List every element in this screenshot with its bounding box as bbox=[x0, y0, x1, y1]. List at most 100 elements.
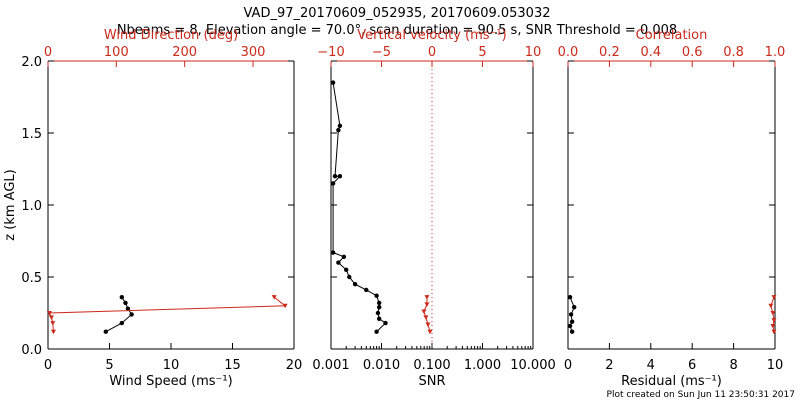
y-tick-label: 0.5 bbox=[21, 271, 42, 286]
data-point bbox=[375, 310, 381, 316]
x-tick-label: 4 bbox=[647, 358, 655, 373]
top-tick-label: −10 bbox=[317, 45, 344, 60]
y-tick-label: 1.5 bbox=[21, 127, 42, 142]
data-point bbox=[424, 295, 430, 300]
top-tick-label: 10 bbox=[525, 45, 542, 60]
x-tick-label: 10 bbox=[767, 358, 784, 373]
x-axis-label: SNR bbox=[418, 374, 445, 389]
data-point bbox=[337, 123, 343, 128]
data-point bbox=[123, 300, 128, 306]
data-point bbox=[271, 295, 277, 300]
plot-created-note: Plot created on Sun Jun 11 23:50:31 2017 bbox=[607, 390, 795, 400]
top-tick-label: 5 bbox=[478, 45, 486, 60]
data-point bbox=[770, 311, 776, 316]
data-point bbox=[330, 181, 336, 186]
data-point bbox=[364, 287, 369, 293]
panel-snr: 0.001 0.010 0.100 1.000 10.000 SNR −10 −5 0 5 10 Ve… bbox=[312, 28, 555, 389]
data-point bbox=[427, 329, 433, 335]
top-axis-label: Wind Direction (deg) bbox=[104, 28, 238, 43]
top-tick-label: 0.6 bbox=[682, 45, 703, 60]
data-point bbox=[344, 267, 349, 272]
x-tick-label: 10.000 bbox=[510, 358, 556, 373]
x-tick-label: 8 bbox=[729, 358, 737, 373]
data-point bbox=[376, 300, 382, 306]
x-tick-label: 0 bbox=[44, 358, 52, 373]
data-point bbox=[129, 312, 134, 317]
figure-title: VAD_97_20170609_052935, 20170609.053032 bbox=[244, 6, 551, 21]
x-tick-label: 2 bbox=[605, 358, 613, 373]
x-tick-label: 15 bbox=[224, 358, 241, 373]
top-tick-label: 1.0 bbox=[765, 45, 786, 60]
data-point bbox=[50, 321, 56, 326]
x-tick-label: 0.100 bbox=[413, 358, 450, 373]
top-tick-label: 100 bbox=[104, 45, 129, 60]
top-axis-label: Vertical velocity (ms⁻¹) bbox=[357, 28, 506, 43]
top-tick-label: 200 bbox=[172, 45, 197, 60]
data-point bbox=[119, 320, 125, 326]
x-tick-label: 5 bbox=[105, 358, 113, 373]
series-line-1 bbox=[423, 297, 431, 332]
top-tick-label: 0.4 bbox=[640, 45, 661, 60]
data-point bbox=[48, 315, 54, 320]
top-tick-label: 300 bbox=[241, 45, 266, 60]
data-point bbox=[352, 282, 358, 287]
data-point bbox=[376, 316, 382, 321]
data-point bbox=[336, 260, 341, 265]
data-point bbox=[46, 311, 52, 316]
series-line-1 bbox=[48, 296, 287, 332]
top-tick-label: 0.2 bbox=[599, 45, 620, 60]
x-tick-label: 20 bbox=[286, 358, 303, 373]
data-point bbox=[572, 305, 577, 310]
y-tick-label: 2.0 bbox=[21, 55, 42, 70]
top-tick-label: 0 bbox=[428, 45, 436, 60]
data-point bbox=[336, 127, 341, 133]
data-point bbox=[423, 315, 429, 320]
data-point bbox=[282, 303, 288, 309]
panel-wind: 0 5 10 15 20 Wind Speed (ms⁻¹) 0 100 200 300Wind … bbox=[3, 28, 302, 389]
y-tick-label: 1.0 bbox=[21, 199, 42, 214]
data-point bbox=[768, 303, 774, 309]
data-point bbox=[421, 309, 427, 315]
data-point bbox=[337, 174, 343, 179]
data-point bbox=[330, 80, 336, 85]
data-point bbox=[771, 295, 777, 300]
x-tick-label: 6 bbox=[688, 358, 696, 373]
data-point bbox=[771, 318, 777, 323]
y-tick-label: 0.0 bbox=[21, 343, 42, 358]
x-tick-label: 0.010 bbox=[363, 358, 400, 373]
data-point bbox=[425, 322, 431, 328]
data-point bbox=[330, 250, 336, 255]
data-point bbox=[374, 329, 379, 334]
figure-subtitle: Nbeams = 8, Elevation angle = 70.0°, sca… bbox=[117, 23, 677, 38]
data-point bbox=[770, 323, 776, 329]
top-tick-label: −5 bbox=[372, 45, 391, 60]
data-point bbox=[103, 329, 109, 334]
data-point bbox=[771, 329, 777, 335]
data-point bbox=[567, 294, 573, 300]
panel-resid: 0 2 4 6 8 10 Residual (ms⁻¹) 0.0 0.2 0.4 0.6 0.8 1.0… bbox=[558, 28, 786, 389]
data-point bbox=[567, 323, 573, 329]
data-point bbox=[341, 254, 347, 260]
x-tick-label: 0.001 bbox=[312, 358, 349, 373]
data-point bbox=[332, 174, 338, 179]
data-point bbox=[569, 329, 575, 334]
data-point bbox=[374, 293, 379, 298]
x-tick-label: 1.000 bbox=[464, 358, 501, 373]
top-axis-label: Correlation bbox=[636, 28, 708, 43]
top-tick-label: 0 bbox=[44, 45, 52, 60]
x-axis-label: Residual (ms⁻¹) bbox=[621, 374, 722, 389]
x-tick-label: 10 bbox=[163, 358, 180, 373]
data-point bbox=[119, 294, 125, 300]
data-point bbox=[125, 306, 131, 311]
top-tick-label: 0.0 bbox=[558, 45, 579, 60]
data-point bbox=[383, 320, 388, 326]
top-tick-label: 0.8 bbox=[723, 45, 744, 60]
series-line-0 bbox=[105, 296, 133, 333]
data-point bbox=[376, 305, 382, 310]
y-axis-label: z (km AGL) bbox=[3, 169, 18, 240]
x-tick-label: 0 bbox=[564, 358, 572, 373]
data-point bbox=[50, 329, 56, 335]
data-point bbox=[568, 312, 574, 317]
data-point bbox=[347, 274, 352, 280]
